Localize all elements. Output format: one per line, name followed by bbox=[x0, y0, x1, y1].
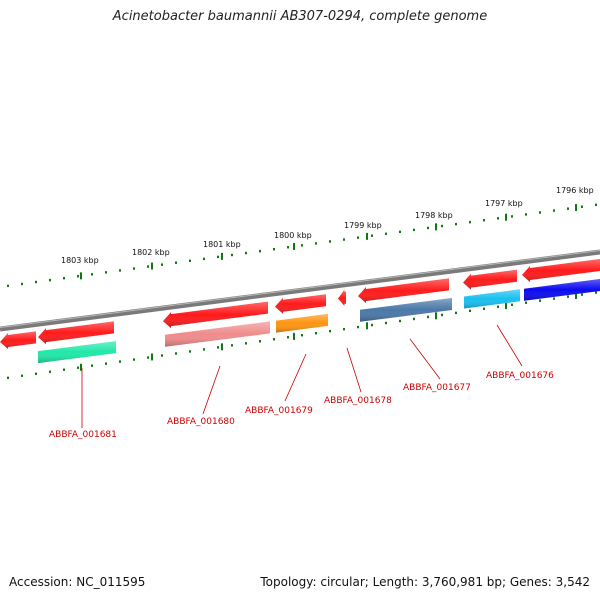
gene-bar-shade bbox=[464, 289, 520, 309]
gene-bar-shade bbox=[360, 298, 452, 322]
leader-line bbox=[409, 338, 441, 380]
kbp-label: 1798 kbp bbox=[415, 211, 453, 220]
cds-arrow-1677-shade bbox=[358, 278, 449, 303]
kbp-label: 1803 kbp bbox=[61, 256, 99, 265]
genome-stats-text: Topology: circular; Length: 3,760,981 bp… bbox=[260, 575, 590, 589]
leader-line bbox=[496, 324, 523, 367]
gene-label: ABBFA_001681 bbox=[49, 430, 117, 440]
gene-bar-shade bbox=[276, 313, 328, 333]
scale-ticks bbox=[7, 203, 597, 380]
kbp-label: 1797 kbp bbox=[485, 199, 523, 208]
cds-arrow-1679-shade bbox=[275, 294, 326, 314]
gene-label: ABBFA_001678 bbox=[324, 396, 392, 406]
backbone-highlight bbox=[0, 250, 600, 328]
gene-labels: ABBFA_001681 ABBFA_001680 ABBFA_001679 ABBF… bbox=[49, 324, 554, 440]
cds-arrow-1675-shade bbox=[522, 259, 600, 282]
kbp-label: 1796 kbp bbox=[556, 186, 594, 195]
kbp-label: 1799 kbp bbox=[344, 221, 382, 230]
kbp-label: 1802 kbp bbox=[132, 248, 170, 257]
cds-arrow-1680-shade bbox=[163, 301, 268, 329]
cds-arrow-1676-shade bbox=[463, 269, 517, 290]
gene-bar-shade bbox=[38, 341, 116, 364]
gene-bar-shade bbox=[165, 321, 270, 347]
gene-bar-shade bbox=[524, 279, 600, 301]
leader-line bbox=[202, 365, 221, 415]
leader-line bbox=[346, 347, 362, 393]
leader-line bbox=[284, 353, 307, 402]
genome-backbone bbox=[0, 249, 600, 332]
backbone-line bbox=[0, 249, 600, 332]
gene-features bbox=[0, 259, 600, 364]
kbp-label: 1801 kbp bbox=[203, 240, 241, 249]
gene-label: ABBFA_001679 bbox=[245, 406, 313, 416]
cds-arrow-1681a-shade bbox=[0, 331, 36, 349]
accession-text: Accession: NC_011595 bbox=[9, 575, 146, 589]
kbp-labels: 1803 kbp 1802 kbp 1801 kbp 1800 kbp 1799 kbp… bbox=[61, 186, 594, 265]
cds-arrow-1678-shade bbox=[338, 289, 346, 306]
kbp-label: 1800 kbp bbox=[274, 231, 312, 240]
gene-label: ABBFA_001680 bbox=[167, 417, 235, 427]
gene-label: ABBFA_001676 bbox=[486, 371, 554, 381]
cds-arrow-1681-shade bbox=[38, 321, 114, 345]
gene-label: ABBFA_001677 bbox=[403, 383, 471, 393]
map-title: Acinetobacter baumannii AB307-0294, comp… bbox=[112, 9, 488, 24]
